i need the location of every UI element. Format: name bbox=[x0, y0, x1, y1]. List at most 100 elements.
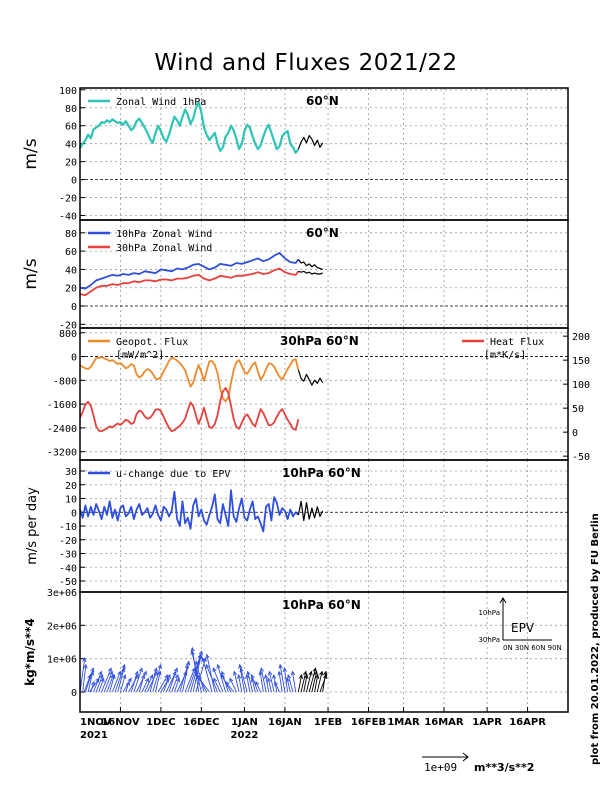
vector-arrow-0-82 bbox=[290, 670, 297, 693]
vector-arrow-0-81 bbox=[287, 674, 294, 693]
inset-ytick-30hpa: 30hPa bbox=[478, 636, 500, 644]
ytick-label-zonal-1hpa-4: 40 bbox=[65, 140, 77, 151]
inset-label-epv: EPV bbox=[511, 621, 535, 635]
vector-arrow-0-64 bbox=[239, 667, 248, 693]
inset-arrow-head bbox=[499, 597, 507, 604]
vector-arrow-0-11 bbox=[103, 670, 114, 693]
series-zonal-1hpa-0 bbox=[79, 101, 300, 154]
ytick-label-zonal-1hpa-0: -40 bbox=[59, 212, 77, 223]
vector-arrow-1-9 bbox=[322, 670, 328, 693]
ytick-label-u-change-epv-4: -10 bbox=[59, 522, 77, 533]
panel-frame-4 bbox=[79, 591, 569, 713]
vector-arrow-0-10 bbox=[101, 667, 112, 693]
ytick-label-zonal-10-30hpa-5: 80 bbox=[65, 229, 77, 240]
xtick-label-6: 1FEB bbox=[314, 717, 342, 728]
ytick-label-fluxes-30hpa-2: -1600 bbox=[47, 400, 77, 411]
series-zonal-10-30hpa-1 bbox=[79, 267, 300, 297]
legend-label-zonal-10-30hpa-1: 30hPa Zonal Wind bbox=[116, 243, 212, 254]
ytick-label-u-change-epv-0: -50 bbox=[59, 577, 77, 588]
annotation-fluxes-30hpa: 30hPa 60°N bbox=[280, 334, 359, 348]
ylabel-zonal-10-30hpa: m/s bbox=[21, 258, 41, 289]
vector-arrow-0-73 bbox=[266, 677, 272, 693]
vector-arrow-0-21 bbox=[130, 670, 139, 693]
ylabel-zonal-1hpa: m/s bbox=[21, 138, 41, 169]
xtick-label-5: 16JAN bbox=[268, 717, 302, 728]
scale-value: 1e+09 bbox=[424, 761, 457, 774]
vector-arrow-0-4 bbox=[87, 670, 95, 693]
vector-arrow-0-22 bbox=[133, 667, 143, 693]
xtick-label-8: 1MAR bbox=[387, 717, 420, 728]
legend-label-zonal-10-30hpa-0: 10hPa Zonal Wind bbox=[116, 229, 212, 240]
xtick-label-11: 16APR bbox=[509, 717, 546, 728]
vector-arrow-0-52 bbox=[205, 653, 216, 693]
xtick-label-10: 1APR bbox=[472, 717, 502, 728]
legend-label-heat: Heat Flux bbox=[490, 337, 544, 348]
vector-arrow-0-8 bbox=[95, 674, 104, 693]
xtick-label-2: 1DEC bbox=[146, 717, 175, 728]
series-zonal-1hpa-1 bbox=[297, 135, 324, 150]
vector-arrow-1-0 bbox=[297, 673, 304, 693]
vector-arrow-0-7 bbox=[93, 670, 103, 693]
vector-arrow-0-30 bbox=[155, 670, 162, 693]
series-fluxes-30hpa-2 bbox=[297, 369, 324, 386]
series-fluxes-30hpa-0 bbox=[79, 356, 300, 403]
ytick-label-u-change-epv-7: 20 bbox=[65, 481, 77, 492]
ylabel-epv: kg*m/s**4 bbox=[23, 618, 37, 686]
vector-arrow-0-59 bbox=[225, 680, 235, 693]
series-fluxes-30hpa-1 bbox=[79, 387, 300, 433]
xtick-label-7: 16FEB bbox=[351, 717, 386, 728]
ytick-label-u-change-epv-3: -20 bbox=[59, 536, 77, 547]
vector-arrow-1-4 bbox=[308, 667, 317, 693]
credit-text: plot from 20.01.2022, produced by FU Ber… bbox=[590, 513, 601, 765]
vector-arrow-0-37 bbox=[173, 677, 181, 693]
ytick-right-label-2: 50 bbox=[572, 404, 584, 415]
vector-arrow-0-80 bbox=[285, 677, 291, 693]
annotation-u-change-epv: 10hPa 60°N bbox=[282, 466, 361, 480]
vector-arrow-0-18 bbox=[122, 677, 132, 693]
vector-arrow-0-24 bbox=[138, 674, 146, 693]
series-u-change-epv-0 bbox=[79, 489, 300, 533]
ytick-label-epv-0: 0 bbox=[71, 688, 77, 699]
vector-arrow-0-55 bbox=[212, 667, 224, 693]
vector-arrow-0-23 bbox=[136, 670, 147, 693]
vector-arrow-0-6 bbox=[90, 680, 96, 693]
vector-arrow-0-74 bbox=[268, 670, 275, 693]
vector-arrow-0-78 bbox=[278, 663, 286, 693]
ytick-label-u-change-epv-6: 10 bbox=[65, 495, 77, 506]
vector-arrow-0-36 bbox=[171, 674, 179, 693]
ytick-label-fluxes-30hpa-3: -800 bbox=[53, 376, 77, 387]
inset-xticks: 0N 30N 60N 90N bbox=[503, 644, 562, 652]
vector-arrow-0-53 bbox=[205, 663, 218, 693]
ytick-label-fluxes-30hpa-0: -3200 bbox=[47, 448, 77, 459]
vector-arrow-0-51 bbox=[201, 657, 213, 693]
ytick-label-zonal-10-30hpa-0: -20 bbox=[59, 320, 77, 331]
xtick-label-0: 1NOV bbox=[80, 717, 112, 728]
scale-arrow-head bbox=[462, 752, 469, 762]
vector-arrow-0-79 bbox=[282, 667, 289, 693]
vector-arrow-1-3 bbox=[306, 670, 313, 693]
vector-arrow-0-61 bbox=[232, 670, 240, 693]
legend-label-zonal-1hpa-0: Zonal Wind 1hPa bbox=[116, 97, 206, 108]
vector-arrow-0-29 bbox=[152, 663, 162, 693]
vector-arrow-1-2 bbox=[303, 673, 309, 693]
vector-arrow-0-9 bbox=[98, 677, 105, 693]
xtick-label-9: 16MAR bbox=[424, 717, 464, 728]
series-zonal-10-30hpa-2 bbox=[297, 259, 323, 270]
vector-arrow-0-26 bbox=[144, 674, 154, 693]
vector-arrow-1-7 bbox=[316, 670, 324, 693]
series-zonal-10-30hpa-0 bbox=[79, 251, 300, 290]
legend-unit-heat: [m*K/s] bbox=[484, 350, 526, 361]
vector-arrow-0-54 bbox=[213, 677, 221, 693]
vector-arrow-0-46 bbox=[190, 646, 200, 693]
xtick-label-3: 16DEC bbox=[183, 717, 219, 728]
vector-arrow-0-40 bbox=[182, 660, 191, 693]
ytick-label-epv-3: 3e+06 bbox=[47, 588, 77, 599]
ytick-right-label-4: 150 bbox=[572, 356, 590, 367]
vector-arrow-0-33 bbox=[163, 674, 171, 693]
vector-arrow-0-19 bbox=[125, 680, 131, 693]
ytick-label-u-change-epv-2: -30 bbox=[59, 550, 77, 561]
ytick-right-label-1: 0 bbox=[572, 428, 578, 439]
ytick-right-label-0: -50 bbox=[572, 452, 590, 463]
ylabel-u-change-epv: m/s per day bbox=[25, 487, 40, 565]
ytick-label-fluxes-30hpa-1: -2400 bbox=[47, 424, 77, 435]
